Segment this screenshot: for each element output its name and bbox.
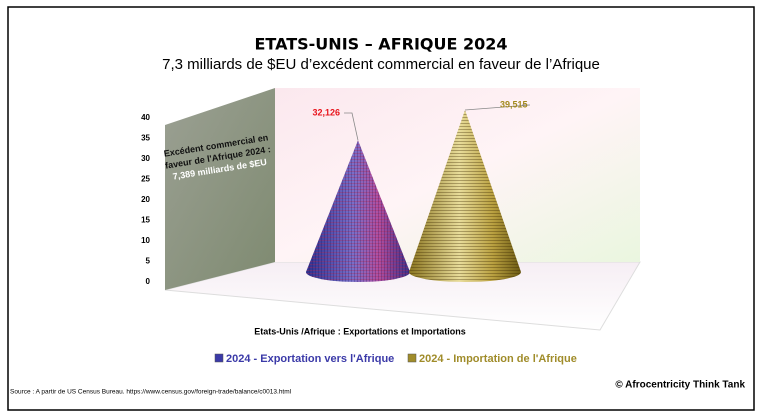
y-tick-label: 10 — [141, 236, 150, 245]
leader-line — [464, 104, 531, 111]
x-axis-label: Etats-Unis /Afrique : Exportations et Im… — [254, 326, 466, 336]
y-tick-label: 30 — [141, 154, 150, 163]
source: Source : A partir de US Census Bureau. h… — [10, 389, 292, 396]
legend-label: 2024 - Exportation vers l'Afrique — [226, 353, 394, 365]
frame — [7, 6, 755, 411]
data-label: 39,515 — [500, 99, 528, 109]
side-wall — [165, 88, 275, 290]
y-tick-label: 35 — [141, 134, 150, 143]
y-tick-label: 40 — [141, 113, 150, 122]
y-tick-label: 5 — [146, 257, 151, 266]
cone-texture — [409, 109, 521, 283]
legend-label: 2024 - Importation de l'Afrique — [419, 353, 577, 365]
y-tick-label: 15 — [141, 216, 150, 225]
data-label: 32,126 — [312, 107, 340, 117]
chart-subtitle: 7,3 milliards de $EU d’excédent commerci… — [162, 56, 600, 73]
leader-line — [344, 112, 359, 141]
chart-title: ETATS-UNIS – AFRIQUE 2024 — [254, 35, 507, 54]
y-tick-label: 0 — [146, 277, 151, 286]
credit: © Afrocentricity Think Tank — [615, 380, 745, 391]
legend-swatch — [214, 353, 224, 363]
cone-texture — [306, 140, 410, 282]
y-tick-label: 20 — [141, 195, 150, 204]
legend-swatch — [407, 353, 417, 363]
y-tick-label: 25 — [141, 175, 150, 184]
